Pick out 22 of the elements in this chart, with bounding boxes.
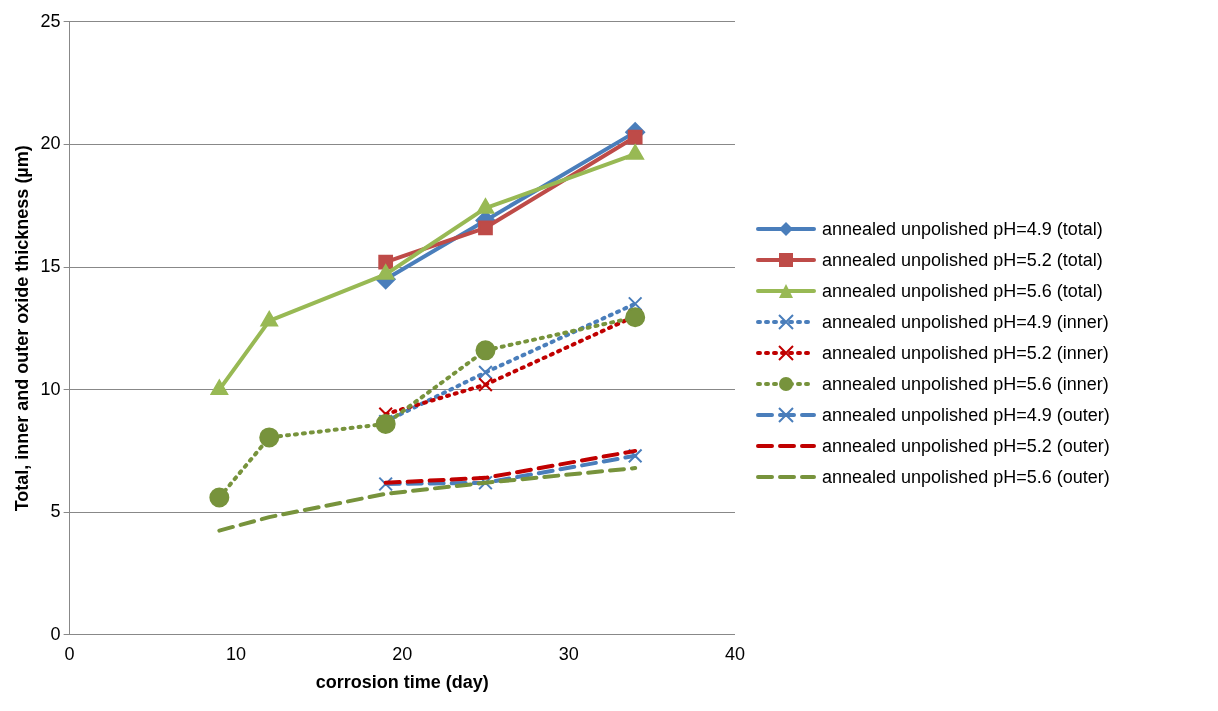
x-tick-label: 0 [64, 643, 75, 664]
legend-label: annealed unpolished pH=5.6 (total) [822, 280, 1103, 302]
legend-label: annealed unpolished pH=5.2 (total) [822, 249, 1103, 271]
y-tick-label: 0 [50, 623, 61, 644]
legend-label: annealed unpolished pH=5.6 (inner) [822, 373, 1109, 395]
legend-label: annealed unpolished pH=5.2 (outer) [822, 435, 1110, 457]
y-tick-label: 5 [50, 501, 61, 522]
legend-label: annealed unpolished pH=5.6 (outer) [822, 466, 1110, 488]
legend-label: annealed unpolished pH=4.9 (total) [822, 218, 1103, 240]
y-tick-label: 10 [40, 378, 61, 399]
legend-label: annealed unpolished pH=5.2 (inner) [822, 342, 1109, 364]
x-tick-label: 10 [225, 643, 246, 664]
y-tick-label: 15 [40, 255, 61, 276]
x-tick-label: 40 [724, 643, 745, 664]
x-tick-label: 20 [392, 643, 413, 664]
legend-label: annealed unpolished pH=4.9 (inner) [822, 311, 1109, 333]
y-tick-label: 25 [40, 10, 61, 31]
x-tick-label: 30 [558, 643, 579, 664]
y-tick-label: 20 [40, 133, 61, 154]
y-axis-title: Total, inner and outer oxide thickness (µm) [11, 145, 32, 512]
x-axis-title: corrosion time (day) [315, 672, 489, 693]
legend-label: annealed unpolished pH=4.9 (outer) [822, 404, 1110, 426]
